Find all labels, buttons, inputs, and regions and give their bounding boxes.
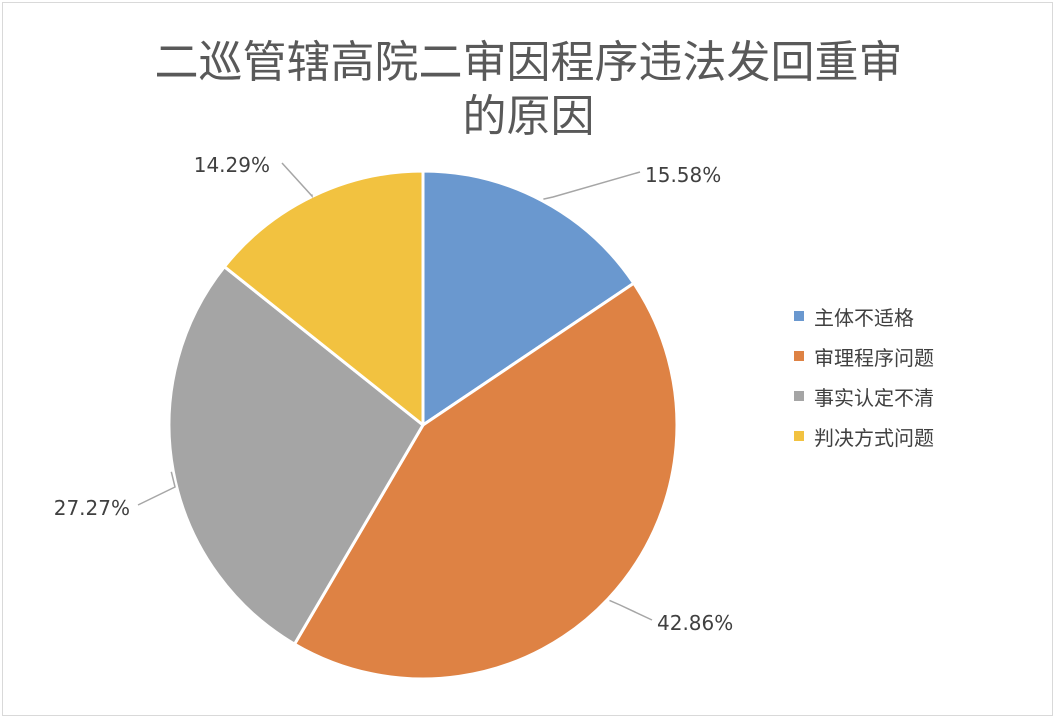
pie-slice [421,169,636,427]
pie-slice [293,281,679,681]
data-label: 14.29% [194,153,270,177]
data-label: 27.27% [54,496,130,520]
data-labels: 15.58% 42.86% 27.27% 14.29% [54,153,734,635]
chart-title-line-1: 二巡管辖高院二审因程序违法发回重审 [154,37,903,88]
legend-item: 判决方式问题 [794,416,934,456]
leader-line [137,471,176,506]
legend-label: 事实认定不清 [814,385,934,410]
pie-slices [167,169,679,681]
legend-swatch [794,311,804,321]
legend-item: 审理程序问题 [794,336,934,376]
data-label: 15.58% [645,163,721,187]
legend-label: 主体不适格 [814,305,914,330]
legend-label: 审理程序问题 [814,345,934,370]
legend-swatch [794,351,804,361]
legend-item: 事实认定不清 [794,376,934,416]
legend-item: 主体不适格 [794,296,934,336]
data-label: 42.86% [657,611,733,635]
legend-swatch [794,431,804,441]
chart-title: 二巡管辖高院二审因程序违法发回重审 的原因 [0,36,1057,144]
leader-line [609,599,653,621]
chart-title-line-2: 的原因 [462,91,595,142]
pie-slice [167,265,425,646]
leader-line [281,162,313,199]
leader-line [543,171,641,200]
legend-swatch [794,391,804,401]
legend: 主体不适格 审理程序问题 事实认定不清 判决方式问题 [794,296,934,456]
legend-label: 判决方式问题 [814,425,934,450]
leader-lines [137,162,653,621]
